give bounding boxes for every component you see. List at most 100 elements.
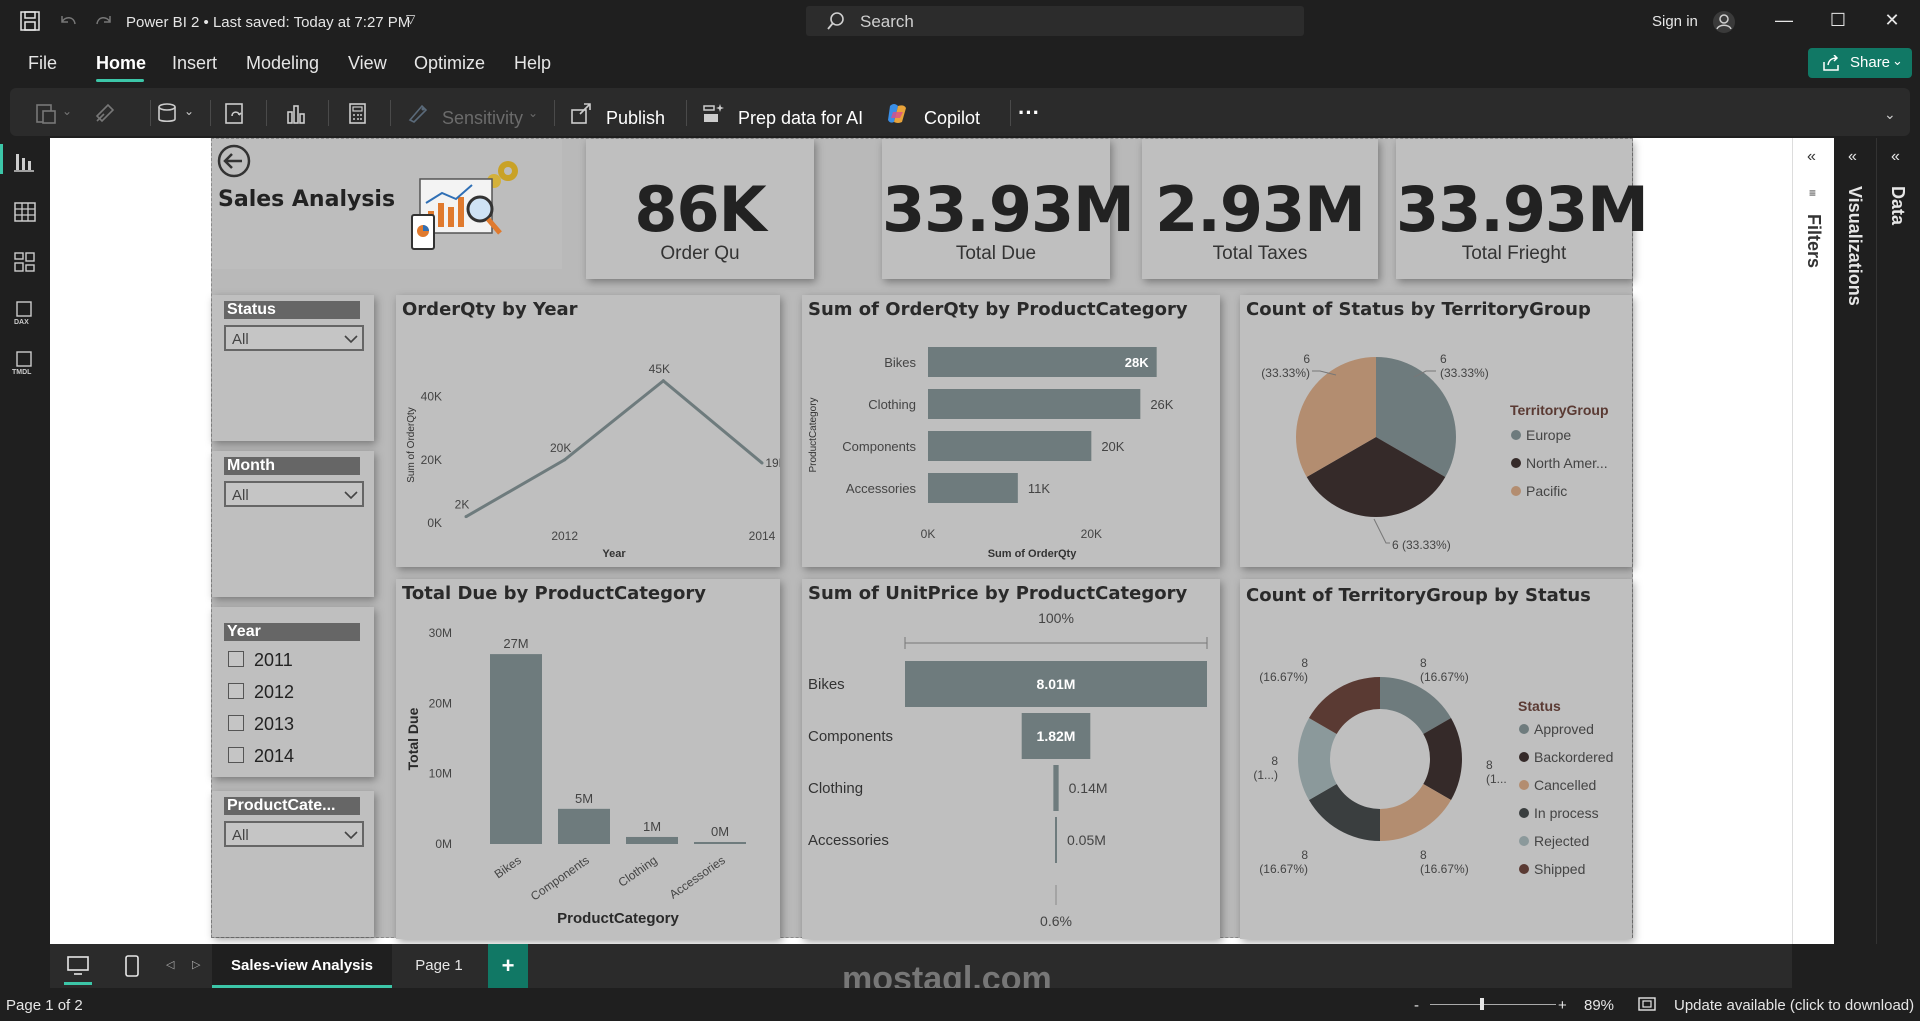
save-icon[interactable]: [20, 11, 40, 31]
fit-to-page-icon[interactable]: [1638, 997, 1656, 1011]
product-category-dropdown[interactable]: All: [224, 821, 364, 847]
zoom-slider-track[interactable]: [1430, 1004, 1556, 1005]
add-page-button[interactable]: +: [488, 944, 528, 988]
visualizations-collapse-icon[interactable]: «: [1848, 148, 1857, 165]
month-dropdown[interactable]: All: [224, 481, 364, 507]
prep-data-button[interactable]: Prep data for AI: [738, 108, 864, 128]
prep-data-icon[interactable]: [702, 102, 726, 124]
kpi-card-order-qty[interactable]: 86K Order Qu: [586, 139, 814, 279]
visual-total-due-by-category[interactable]: Total Due by ProductCategory 0M 10M 20M 30M…: [396, 579, 780, 939]
kpi-label: Order Qu: [660, 243, 740, 264]
zoom-out-icon[interactable]: -: [1414, 997, 1419, 1014]
data-label: 8 (16.67%): [1259, 656, 1308, 684]
sensitivity-chevron-icon[interactable]: ⌄: [528, 106, 539, 120]
kpi-card-total-freight[interactable]: 33.93M Total Frieght: [1396, 139, 1649, 279]
rail-active-indicator: [0, 144, 3, 174]
copilot-button[interactable]: Copilot: [924, 108, 981, 128]
mobile-layout-icon[interactable]: [124, 954, 140, 978]
redo-icon[interactable]: [94, 12, 114, 30]
file-menu-chevron-icon[interactable]: ▽: [406, 12, 416, 26]
menu-insert[interactable]: Insert: [172, 53, 218, 73]
kpi-card-total-due[interactable]: 33.93M Total Due: [882, 139, 1135, 279]
undo-icon[interactable]: [58, 12, 78, 30]
update-available-link[interactable]: Update available (click to download): [1674, 997, 1915, 1014]
sign-in-link[interactable]: Sign in: [1652, 13, 1698, 30]
year-checkbox-2013[interactable]: [228, 715, 244, 731]
page-tab-page-1[interactable]: Page 1: [392, 944, 486, 988]
clipboard-chevron-icon[interactable]: ⌄: [62, 104, 73, 118]
svg-text:TMDL: TMDL: [12, 369, 32, 374]
maximize-icon[interactable]: ☐: [1829, 10, 1847, 30]
menu-view[interactable]: View: [348, 53, 387, 73]
line-chart: 0K 20K 40K 2012 2014 Year Sum of OrderQty 2K 20K…: [406, 362, 780, 560]
visual-orderqty-by-year[interactable]: OrderQty by Year 0K 20K 40K 2012 2014 Year Sum…: [396, 295, 780, 567]
data-label: 8 (1...: [1486, 758, 1507, 786]
calculator-icon[interactable]: [346, 102, 370, 124]
legend-label: Rejected: [1534, 833, 1589, 849]
visual-territory-by-status[interactable]: Count of TerritoryGroup by Status 8 (16.6…: [1240, 579, 1632, 939]
zoom-in-icon[interactable]: +: [1558, 997, 1567, 1014]
sensitivity-label[interactable]: Sensitivity: [442, 108, 524, 128]
data-collapse-icon[interactable]: «: [1891, 148, 1900, 165]
visual-orderqty-by-category[interactable]: Sum of OrderQty by ProductCategory Bikes…: [802, 295, 1220, 567]
status-dropdown[interactable]: All: [224, 325, 364, 351]
year-checkbox-2012[interactable]: [228, 683, 244, 699]
year-checkbox-2014[interactable]: [228, 747, 244, 763]
sensitivity-icon[interactable]: [406, 102, 430, 124]
menu-help[interactable]: Help: [514, 53, 552, 73]
zoom-slider-thumb[interactable]: [1480, 998, 1484, 1010]
series-line: [465, 378, 763, 518]
model-view-icon[interactable]: [12, 250, 38, 274]
format-painter-icon[interactable]: [94, 102, 118, 124]
report-view-icon[interactable]: [12, 150, 38, 174]
report-title: Sales Analysis: [218, 187, 396, 212]
refresh-icon[interactable]: [224, 102, 248, 124]
copilot-icon[interactable]: [886, 102, 910, 124]
x-tick-label: 0K: [921, 527, 936, 541]
back-arrow-icon[interactable]: [216, 143, 252, 179]
publish-button[interactable]: Publish: [606, 108, 666, 128]
visual-status-by-territory[interactable]: Count of Status by TerritoryGroup 6 (33.3…: [1240, 295, 1632, 567]
get-data-icon[interactable]: [156, 102, 180, 124]
ribbon-separator: [150, 100, 151, 126]
data-pane[interactable]: « Data: [1876, 138, 1920, 944]
page-next-icon[interactable]: ▷: [192, 959, 201, 971]
visualizations-pane[interactable]: « Visualizations: [1834, 138, 1876, 944]
legend-label: Europe: [1526, 427, 1571, 443]
ribbon-separator: [210, 100, 211, 126]
kpi-card-total-taxes[interactable]: 2.93M Total Taxes: [1142, 139, 1378, 279]
year-option-label: 2012: [254, 682, 295, 702]
year-checkbox-2011[interactable]: [228, 651, 244, 667]
minimize-icon[interactable]: —: [1775, 10, 1793, 30]
get-data-chevron-icon[interactable]: ⌄: [184, 104, 195, 118]
share-button[interactable]: Share ⌄: [1808, 48, 1912, 78]
menu-optimize[interactable]: Optimize: [414, 53, 486, 73]
close-icon[interactable]: ✕: [1884, 10, 1900, 30]
publish-icon[interactable]: [570, 102, 594, 124]
year-option-label: 2011: [254, 650, 293, 670]
ribbon-collapse-icon[interactable]: ⌄: [1884, 106, 1896, 122]
table-view-icon[interactable]: [12, 200, 38, 224]
search-input[interactable]: Search: [806, 6, 1304, 36]
legend-title: TerritoryGroup: [1510, 402, 1609, 418]
dax-query-view-icon[interactable]: DAX: [12, 300, 38, 324]
menu-file[interactable]: File: [28, 53, 58, 73]
zoom-level[interactable]: 89%: [1584, 997, 1615, 1014]
clipboard-icon[interactable]: [34, 102, 58, 124]
more-options-icon[interactable]: ···: [1018, 100, 1040, 125]
menu-home[interactable]: Home: [96, 53, 147, 73]
menu-modeling[interactable]: Modeling: [246, 53, 320, 73]
kpi-label: Total Frieght: [1461, 243, 1567, 264]
filters-pane[interactable]: « ≡ Filters: [1792, 138, 1834, 944]
new-visual-icon[interactable]: [284, 102, 308, 124]
desktop-layout-icon[interactable]: [66, 954, 90, 978]
user-avatar-icon[interactable]: [1712, 10, 1736, 34]
tmdl-view-icon[interactable]: TMDL: [12, 350, 38, 374]
slicer-title: Year: [224, 623, 360, 641]
visual-title: Sum of UnitPrice by ProductCategory: [808, 583, 1188, 604]
visual-unitprice-by-category[interactable]: Sum of UnitPrice by ProductCategory 100%…: [802, 579, 1220, 939]
svg-text:DAX: DAX: [14, 319, 29, 324]
page-tab-sales-view-analysis[interactable]: Sales-view Analysis: [212, 944, 392, 988]
filters-collapse-icon[interactable]: «: [1807, 148, 1816, 165]
page-prev-icon[interactable]: ◁: [166, 959, 175, 971]
